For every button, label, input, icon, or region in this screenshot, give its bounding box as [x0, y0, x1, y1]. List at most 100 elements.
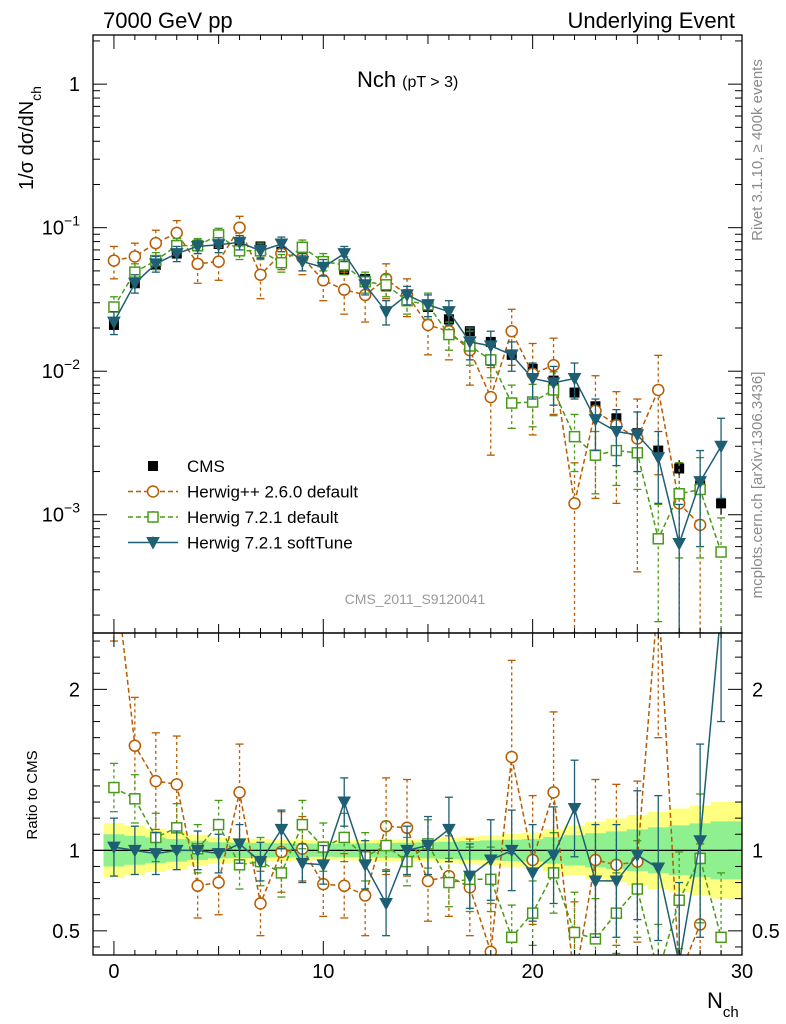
main-point	[673, 488, 685, 500]
side-mcplots-label: mcplots.cern.ch [arXiv:1306.3436]	[749, 372, 766, 599]
ratio-point	[274, 823, 289, 837]
main-point	[212, 255, 225, 268]
main-point	[107, 316, 121, 330]
main-point	[128, 250, 142, 263]
ratio-y-tick-label-left: 1	[69, 840, 80, 862]
main-point	[672, 538, 687, 551]
ratio-point	[295, 857, 310, 871]
ratio-point	[421, 874, 435, 888]
legend-item-0: CMS	[148, 457, 225, 476]
ratio-point	[169, 844, 184, 858]
main-point	[462, 336, 477, 349]
legend-item-2: Herwig 7.2.1 default	[128, 508, 338, 527]
main-point	[191, 257, 204, 271]
main-point	[716, 498, 727, 509]
ratio-y-axis-label: Ratio to CMS	[24, 750, 41, 839]
main-point	[108, 301, 120, 313]
ratio-point	[107, 841, 121, 855]
ratio-point	[338, 831, 350, 844]
legend-label: Herwig++ 2.6.0 default	[187, 483, 358, 502]
main-point	[400, 289, 414, 302]
ratio-point	[337, 879, 351, 893]
legend-label: Herwig 7.2.1 softTune	[187, 534, 353, 553]
ratio-point	[108, 555, 119, 566]
main-y-tick-exp: −2	[64, 356, 80, 372]
ratio-point	[443, 876, 455, 889]
ratio-point	[380, 839, 392, 852]
ratio-point	[442, 823, 456, 837]
main-point	[609, 426, 624, 439]
ratio-frame	[92, 632, 743, 956]
x-tick-label: 0	[108, 961, 119, 983]
main-point	[421, 318, 435, 332]
ratio-line	[113, 633, 720, 955]
main-line	[113, 234, 722, 553]
ratio-point	[462, 870, 477, 884]
analysis-id-label: CMS_2011_S9120041	[345, 591, 486, 607]
legend-label: CMS	[187, 457, 225, 476]
main-line	[113, 226, 701, 526]
main-point	[651, 452, 666, 465]
ratio-point	[275, 867, 288, 879]
main-point	[567, 372, 582, 386]
ratio-point	[546, 849, 561, 863]
header-event-label: Underlying Event	[567, 8, 735, 33]
ratio-y-tick-label-right: 2	[752, 679, 763, 701]
ratio-point	[212, 876, 225, 889]
ratio-point	[630, 849, 645, 863]
main-point	[568, 497, 581, 510]
side-rivet-label: Rivet 3.1.10, ≥ 400k events	[749, 59, 766, 241]
main-y-tick-label: 10−2	[42, 356, 80, 383]
ratio-point	[525, 867, 540, 880]
ratio-point	[211, 848, 226, 861]
main-title-cut: (pT > 3)	[402, 74, 458, 91]
main-y-tick-base: 10	[42, 361, 64, 383]
x-axis-label-text: N	[707, 988, 723, 1013]
ratio-point	[358, 889, 372, 902]
main-point	[233, 221, 246, 234]
main-point	[674, 463, 685, 474]
main-point	[296, 241, 309, 254]
main-y-tick-label: 10−3	[42, 500, 80, 527]
main-y-tick-base: 10	[42, 218, 64, 240]
main-point	[316, 261, 331, 275]
ratio-point	[651, 862, 666, 876]
main-series-3	[107, 234, 728, 633]
ratio-point	[547, 786, 560, 799]
main-point	[505, 397, 518, 409]
ratio-y-tick-label-left: 0.5	[52, 921, 80, 943]
main-point	[443, 328, 455, 341]
ratio-point	[567, 802, 582, 816]
main-point	[589, 449, 602, 461]
ratio-series-layer	[107, 555, 727, 955]
main-y-axis-label-sub: ch	[28, 86, 44, 101]
x-tick-label: 20	[522, 961, 544, 983]
ratio-point	[212, 818, 225, 831]
ratio-point	[148, 848, 163, 861]
ratio-point	[588, 875, 603, 888]
ratio-point	[483, 854, 498, 868]
ratio-point	[108, 781, 120, 794]
ratio-point	[358, 859, 373, 872]
main-point	[275, 256, 288, 269]
legend-marker	[147, 511, 159, 523]
ratio-point	[316, 859, 331, 872]
ratio-point	[254, 897, 267, 910]
main-point	[546, 377, 561, 390]
main-point	[525, 372, 540, 386]
main-point	[421, 299, 435, 312]
main-point	[170, 226, 183, 240]
x-axis-label: Nch	[707, 988, 739, 1021]
main-point	[483, 340, 498, 353]
main-point	[568, 430, 581, 443]
legend-marker	[146, 537, 160, 550]
ratio-y-tick-label-left: 2	[69, 679, 80, 701]
main-point	[380, 279, 392, 291]
main-point	[254, 268, 267, 281]
main-y-tick-base: 10	[42, 505, 64, 527]
ratio-point	[400, 844, 414, 858]
main-point	[149, 236, 163, 250]
ratio-y-tick-label-right: 1	[752, 840, 763, 862]
main-point	[379, 306, 393, 319]
